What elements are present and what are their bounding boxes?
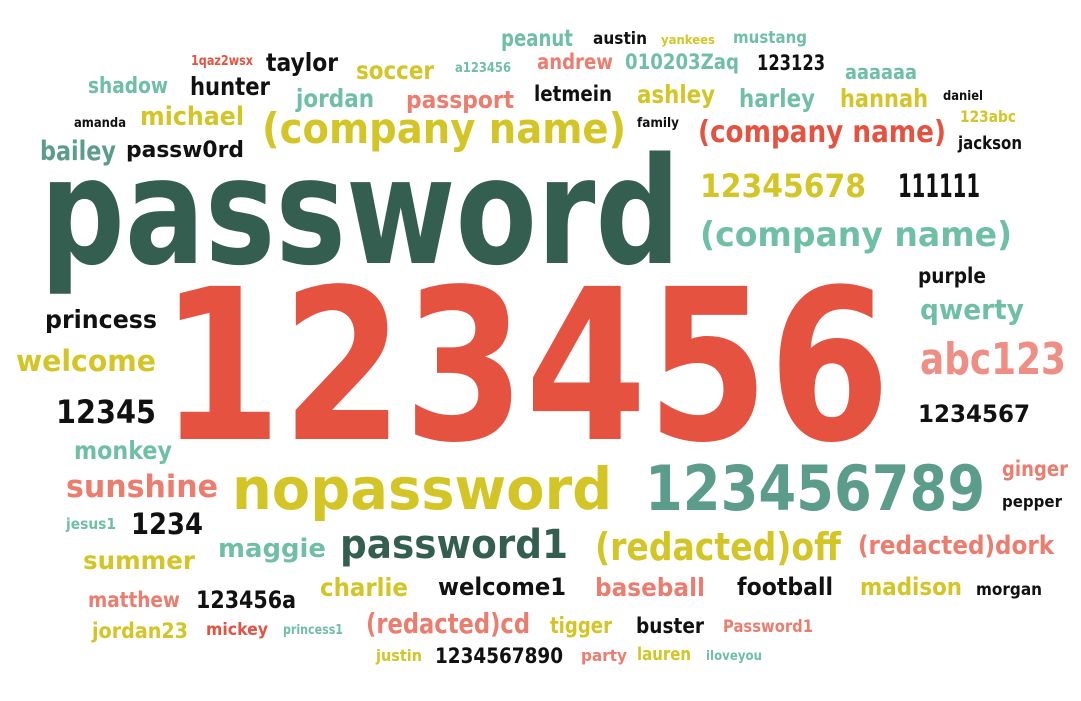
word-123abc: 123abc bbox=[960, 107, 1017, 126]
word-1234567: 1234567 bbox=[918, 400, 1030, 428]
word-010203zaq: 010203Zaq bbox=[625, 50, 740, 74]
word-mustang: mustang bbox=[733, 28, 808, 48]
word-purple: purple bbox=[918, 264, 986, 288]
word-mickey: mickey bbox=[206, 620, 268, 640]
word-letmein: letmein bbox=[534, 82, 613, 106]
word-company-name: (company name) bbox=[262, 104, 627, 153]
word-redacted-cd: (redacted)cd bbox=[366, 607, 531, 640]
word-redacted-off: (redacted)off bbox=[595, 525, 841, 569]
word-austin: austin bbox=[593, 29, 648, 49]
word-harley: harley bbox=[739, 84, 816, 113]
word-1234567890: 1234567890 bbox=[435, 644, 564, 668]
word-nopassword: nopassword bbox=[232, 455, 613, 523]
word-aaaaaa: aaaaaa bbox=[845, 60, 917, 84]
word-princess: princess bbox=[45, 305, 157, 334]
word-iloveyou: iloveyou bbox=[706, 649, 762, 664]
word-1qaz2wsx: 1qaz2wsx bbox=[191, 54, 254, 69]
word-hannah: hannah bbox=[840, 84, 929, 113]
word-passport: passport bbox=[406, 86, 514, 114]
word-justin: justin bbox=[376, 646, 422, 665]
word-andrew: andrew bbox=[537, 50, 613, 74]
word-welcome: welcome bbox=[16, 344, 156, 378]
word-summer: summer bbox=[83, 546, 196, 575]
word-family: family bbox=[637, 116, 680, 131]
word-madison: madison bbox=[860, 573, 962, 601]
word-ginger: ginger bbox=[1002, 457, 1068, 481]
word-company-name: (company name) bbox=[698, 115, 946, 150]
word-a123456: a123456 bbox=[455, 61, 511, 76]
word-hunter: hunter bbox=[190, 72, 270, 101]
word-jordan23: jordan23 bbox=[92, 619, 188, 643]
word-12345678: 12345678 bbox=[700, 167, 867, 205]
word-baseball: baseball bbox=[595, 573, 705, 602]
word-yankees: yankees bbox=[661, 33, 715, 47]
word-taylor: taylor bbox=[266, 48, 339, 77]
word-football: football bbox=[737, 573, 834, 601]
word-123456: 123456 bbox=[160, 244, 891, 489]
word-redacted-dork: (redacted)dork bbox=[858, 531, 1055, 561]
word-matthew: matthew bbox=[88, 588, 180, 612]
word-123123: 123123 bbox=[757, 51, 826, 75]
word-jesus1: jesus1 bbox=[66, 515, 117, 533]
word-welcome1: welcome1 bbox=[438, 573, 567, 601]
word-passw0rd: passw0rd bbox=[126, 138, 244, 163]
word-morgan: morgan bbox=[976, 580, 1043, 600]
word-party: party bbox=[581, 646, 628, 665]
word-qwerty: qwerty bbox=[920, 293, 1024, 326]
word-ashley: ashley bbox=[637, 80, 716, 109]
word-bailey: bailey bbox=[40, 136, 116, 167]
word-jackson: jackson bbox=[958, 133, 1023, 154]
word-company-name: (company name) bbox=[700, 215, 1013, 255]
word-michael: michael bbox=[140, 102, 244, 132]
word-abc123: abc123 bbox=[920, 334, 1066, 385]
word-1234: 1234 bbox=[131, 507, 204, 541]
word-password: password bbox=[40, 126, 681, 298]
word-sunshine: sunshine bbox=[66, 469, 218, 505]
word-daniel: daniel bbox=[943, 89, 984, 104]
word-amanda: amanda bbox=[74, 116, 127, 131]
word-12345: 12345 bbox=[56, 393, 156, 431]
word-monkey: monkey bbox=[74, 436, 172, 465]
word-charlie: charlie bbox=[320, 573, 408, 602]
word-password1: password1 bbox=[340, 522, 569, 568]
word-buster: buster bbox=[636, 614, 705, 638]
word-pepper: pepper bbox=[1002, 492, 1062, 511]
word-peanut: peanut bbox=[501, 26, 573, 52]
word-123456789: 123456789 bbox=[645, 452, 986, 525]
word-soccer: soccer bbox=[356, 56, 434, 85]
word-password1: Password1 bbox=[723, 617, 814, 637]
word-princess1: princess1 bbox=[283, 623, 343, 638]
word-tigger: tigger bbox=[550, 614, 612, 639]
word-123456a: 123456a bbox=[196, 586, 296, 614]
word-shadow: shadow bbox=[88, 74, 169, 99]
word-111111: 111111 bbox=[898, 167, 981, 205]
word-lauren: lauren bbox=[637, 644, 691, 665]
word-maggie: maggie bbox=[218, 534, 326, 564]
word-jordan: jordan bbox=[296, 84, 375, 113]
